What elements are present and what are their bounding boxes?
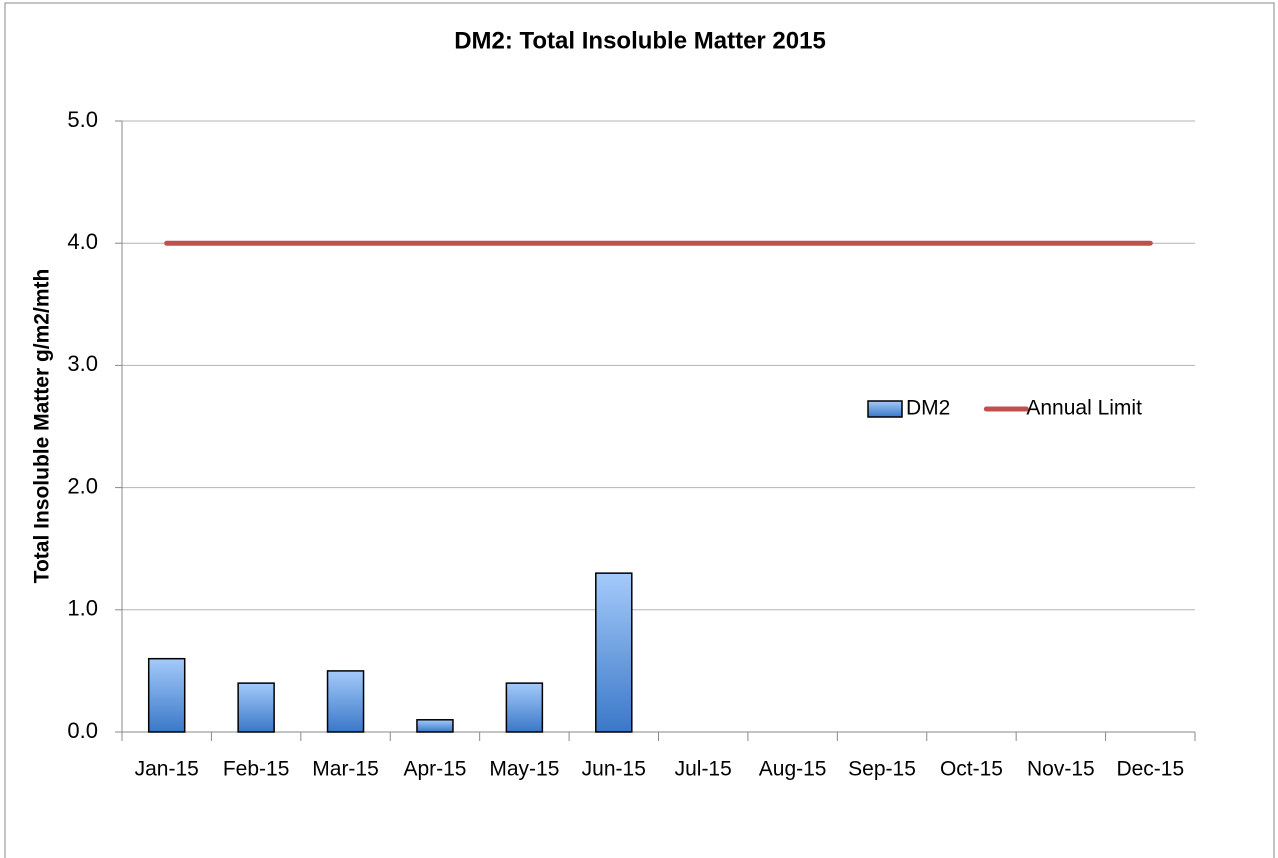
bar [505,682,544,733]
x-tick-label: Nov-15 [1027,758,1095,781]
y-tick-label: 1.0 [67,596,98,621]
x-tick-label: Apr-15 [403,758,466,781]
legend-label: DM2 [906,397,950,420]
x-tick-label: Jul-15 [675,758,732,781]
x-tick-label: Jun-15 [582,758,646,781]
y-tick-label: 2.0 [67,473,98,498]
y-axis-label: Total Insoluble Matter g/m2/mth [31,269,54,584]
y-tick-label: 3.0 [67,351,98,376]
bar [147,657,186,733]
y-tick-label: 0.0 [67,718,98,743]
x-tick-label: Jan-15 [135,758,199,781]
legend-label: Annual Limit [1026,397,1142,420]
legend-swatch [867,400,903,418]
y-tick-label: 5.0 [67,107,98,132]
x-tick-label: Mar-15 [312,758,379,781]
x-tick-label: Aug-15 [759,758,827,781]
x-tick-label: Oct-15 [940,758,1003,781]
y-tick-label: 4.0 [67,229,98,254]
bar [326,670,365,733]
x-tick-label: May-15 [489,758,559,781]
x-tick-label: Feb-15 [223,758,290,781]
x-tick-label: Sep-15 [848,758,916,781]
bar [595,572,633,733]
chart-frame [4,2,1275,858]
bar [237,682,275,733]
chart-title: DM2: Total Insoluble Matter 2015 [454,27,826,54]
bar [416,719,454,733]
x-tick-label: Dec-15 [1116,758,1184,781]
